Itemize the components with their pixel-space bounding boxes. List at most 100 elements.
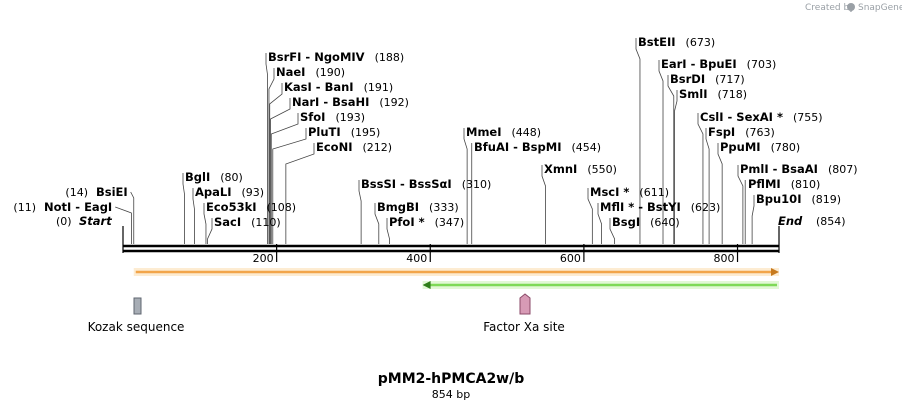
site-position: (80) — [220, 171, 243, 184]
site-name: BsgI — [612, 215, 640, 229]
site-name: ApaLI — [195, 185, 232, 199]
site-position: (807) — [828, 163, 858, 176]
leader-xmni — [541, 165, 546, 244]
end-position: (854) — [816, 215, 846, 228]
site-name: Eco53kI — [206, 200, 257, 214]
site-position: (717) — [715, 73, 745, 86]
kozak-sequence-label: Kozak sequence — [88, 320, 185, 334]
leader-pmli-bsaai — [737, 165, 744, 244]
leader-naei — [268, 68, 275, 244]
site-position: (448) — [512, 126, 542, 139]
site-position: (333) — [429, 201, 459, 214]
site-position: (640) — [650, 216, 680, 229]
snapgene-logo-icon — [847, 3, 855, 11]
leader-saci — [207, 218, 213, 244]
site-name: BsiEI — [96, 185, 128, 199]
site-position: (192) — [379, 96, 409, 109]
ruler-label-400: 400 — [406, 252, 427, 265]
leader-bsiei — [130, 191, 135, 244]
site-csli-sexai: CslI - SexAI * (755) — [700, 110, 823, 124]
leader-econi — [285, 143, 315, 244]
site-name: MflI * - BstYI — [600, 200, 681, 214]
ruler-label-600: 600 — [560, 252, 581, 265]
restriction-sites: (11) NotI - EagI(14) BsiEI BglI (80)ApaLI (93… — [13, 35, 857, 229]
site-pflmi: PflMI (810) — [748, 177, 820, 191]
end-label: End — [778, 214, 803, 228]
factor-xa-site-shape — [519, 293, 531, 315]
site-name: BglI — [185, 170, 210, 184]
start-label-group: (0) Start — [56, 214, 112, 228]
site-ppumi: PpuMI (780) — [720, 140, 800, 154]
site-name: NarI - BsaHI — [292, 95, 369, 109]
snapgene-credit: Created by SnapGene — [805, 3, 902, 13]
site-position: (819) — [811, 193, 841, 206]
site-xmni: XmnI (550) — [544, 162, 617, 176]
leader-bsrdi — [667, 75, 675, 244]
site-bpu10i: Bpu10I (819) — [756, 192, 841, 206]
site-name: BstEII — [638, 35, 676, 49]
start-label: Start — [79, 214, 112, 228]
leader-ppumi — [717, 143, 723, 244]
site-bfuai-bspmi: BfuAI - BspMI (454) — [474, 140, 601, 154]
leader-eari-bpuei — [658, 60, 664, 244]
leader-bgli — [182, 173, 185, 244]
site-name: KasI - BanI — [284, 80, 354, 94]
site-position: (703) — [747, 58, 777, 71]
start-position: (0) — [56, 215, 72, 228]
site-name: MscI * — [590, 185, 629, 199]
kozak-sequence-box — [133, 297, 142, 315]
site-name: SacI — [214, 215, 241, 229]
site-apali: ApaLI (93) — [195, 185, 264, 199]
site-position: (108) — [267, 201, 297, 214]
site-bsteii: BstEII (673) — [638, 35, 715, 49]
site-position: (623) — [691, 201, 721, 214]
leader-apali — [192, 188, 195, 244]
site-bmgbi: BmgBI (333) — [377, 200, 459, 214]
site-name: NotI - EagI — [44, 200, 112, 214]
site-position: (188) — [375, 51, 405, 64]
leader-noti-eagi — [115, 206, 132, 244]
factor-xa-site-label: Factor Xa site — [483, 320, 565, 334]
leader-bsteii — [635, 38, 641, 244]
site-name: PflMI — [748, 177, 781, 191]
site-saci: SacI (110) — [214, 215, 281, 229]
plasmid-name: pMM2-hPMCA2w/b — [378, 371, 525, 387]
site-name: XmnI — [544, 162, 577, 176]
site-noti-eagi: (11) NotI - EagI — [13, 200, 112, 214]
site-name: MmeI — [466, 125, 502, 139]
credit-prefix: Created by — [805, 3, 855, 13]
leader-bmgbi — [374, 203, 380, 244]
end-label-group: End (854) — [778, 214, 846, 228]
site-smli: SmlI (718) — [679, 87, 747, 101]
site-name: BfuAI - BspMI — [474, 140, 561, 154]
site-mfli-bstyi: MflI * - BstYI (623) — [600, 200, 720, 214]
site-name: PpuMI — [720, 140, 761, 154]
leader-pluti — [272, 128, 307, 244]
site-kasi-bani: KasI - BanI (191) — [284, 80, 393, 94]
site-sfoi: SfoI (193) — [300, 110, 365, 124]
leader-msci — [587, 188, 593, 244]
leader-bsssi-bsss-i — [358, 180, 362, 244]
site-position: (718) — [718, 88, 748, 101]
leader-mmei — [463, 128, 468, 244]
site-fspi: FspI (763) — [708, 125, 775, 139]
features: Kozak sequence Factor Xa site — [88, 268, 780, 334]
site-bsiei: (14) BsiEI — [65, 185, 127, 199]
site-position: (193) — [335, 111, 365, 124]
leader-eco53ki — [203, 203, 207, 244]
leader-smli — [674, 90, 678, 244]
site-name: BsrDI — [670, 72, 705, 86]
site-bsrdi: BsrDI (717) — [670, 72, 745, 86]
site-name: NaeI — [276, 65, 305, 79]
site-position: (755) — [793, 111, 823, 124]
leader-kasi-bani — [269, 83, 283, 244]
leader-bsrfi-ngomiv — [265, 53, 268, 244]
leader-csli-sexai — [697, 113, 704, 244]
site-pmli-bsaai: PmlI - BsaAI (807) — [740, 162, 858, 176]
site-position: (11) — [13, 201, 36, 214]
site-position: (347) — [435, 216, 465, 229]
site-name: Bpu10I — [756, 192, 801, 206]
site-position: (763) — [745, 126, 775, 139]
leader-nari-bsahi — [270, 98, 291, 244]
